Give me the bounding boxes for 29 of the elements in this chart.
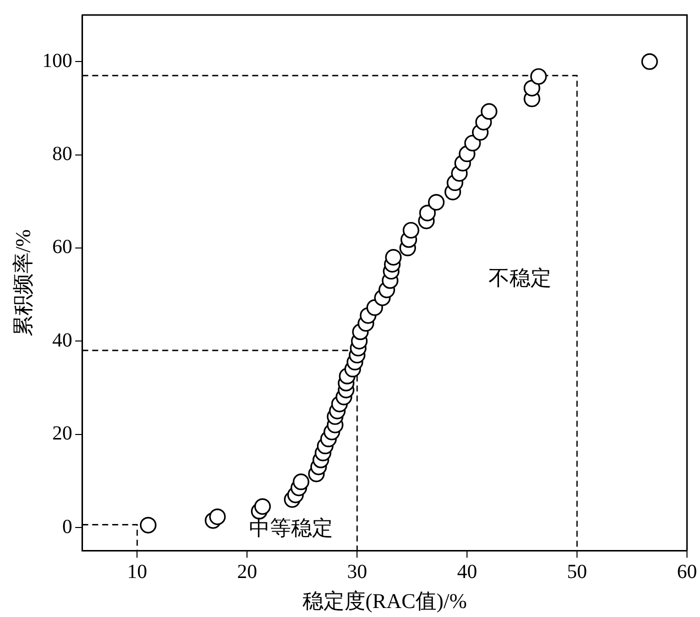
- y-tick-label: 0: [62, 516, 72, 538]
- x-tick-label: 30: [347, 561, 368, 584]
- x-tick-label: 10: [127, 561, 148, 584]
- y-tick-label: 60: [52, 236, 72, 258]
- y-tick-label: 80: [52, 143, 72, 166]
- annotation: 不稳定: [488, 266, 552, 290]
- annotation: 中等稳定: [248, 516, 333, 540]
- point: [428, 194, 445, 211]
- y-axis-title: 累积频率/%: [11, 229, 36, 337]
- point: [385, 248, 402, 266]
- y-tick-label: 20: [52, 422, 72, 445]
- y-tick-label: 100: [42, 50, 72, 72]
- point: [480, 103, 498, 120]
- x-tick-label: 40: [457, 561, 478, 584]
- point: [254, 498, 271, 515]
- x-axis-title: 稳定度(RAC值)/%: [302, 588, 467, 613]
- point: [140, 516, 156, 534]
- point: [419, 204, 436, 222]
- x-tick-label: 60: [677, 561, 697, 584]
- point: [641, 53, 658, 70]
- x-tick-label: 20: [237, 561, 258, 584]
- x-tick-label: 50: [567, 561, 588, 584]
- point: [292, 474, 310, 490]
- point: [524, 80, 540, 96]
- point: [209, 508, 226, 526]
- point: [530, 68, 547, 85]
- point: [402, 222, 420, 239]
- y-tick-label: 40: [52, 329, 72, 352]
- point: [464, 134, 481, 152]
